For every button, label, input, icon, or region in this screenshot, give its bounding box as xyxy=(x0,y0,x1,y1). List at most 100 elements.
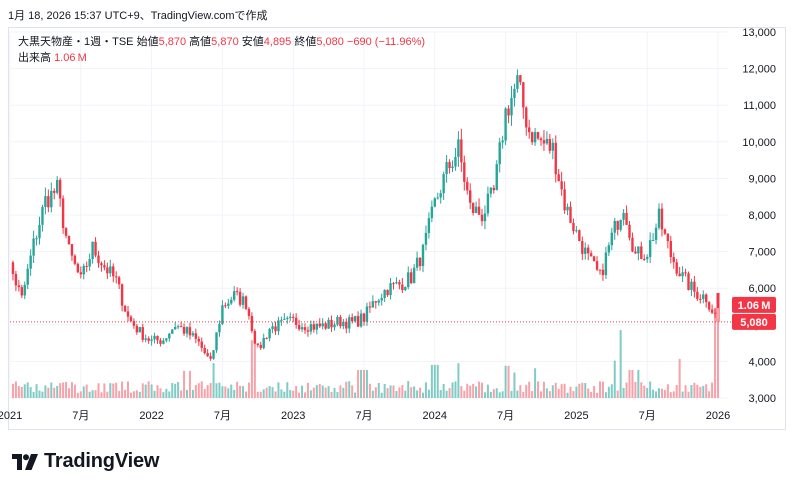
volume-bar xyxy=(380,392,383,398)
volume-bar xyxy=(463,390,466,398)
volume-bar xyxy=(398,387,401,398)
candle xyxy=(522,82,525,108)
candle xyxy=(194,333,198,339)
volume-bar xyxy=(675,385,678,398)
volume-bar xyxy=(483,392,486,398)
volume-bar xyxy=(404,390,407,398)
candle xyxy=(643,258,646,260)
volume-bar xyxy=(666,384,669,398)
candle xyxy=(297,324,301,330)
candle xyxy=(362,313,366,322)
candle xyxy=(218,323,221,333)
candle xyxy=(457,139,460,157)
volume-bar xyxy=(655,391,658,398)
volume-bar xyxy=(466,383,469,398)
x-tick-label: 2023 xyxy=(281,410,305,422)
volume-bar xyxy=(607,386,610,398)
volume-bar xyxy=(339,385,342,398)
volume-bar xyxy=(203,389,206,398)
candle xyxy=(97,255,100,264)
high-label: 高値 xyxy=(189,36,212,48)
candle xyxy=(648,240,652,257)
candle xyxy=(589,253,593,257)
volume-bar xyxy=(280,389,283,398)
candle xyxy=(371,301,375,308)
candle xyxy=(212,350,215,359)
volume-bar xyxy=(469,385,472,398)
volume-bar xyxy=(622,388,625,398)
candle xyxy=(495,164,498,191)
volume-bar xyxy=(327,386,330,398)
volume-bar xyxy=(410,387,413,398)
candle xyxy=(616,220,619,230)
volume-bar xyxy=(88,391,91,398)
volume-bar-last xyxy=(717,308,719,398)
x-tick-label: 2026 xyxy=(706,410,730,422)
candle xyxy=(492,187,495,191)
volume-bar xyxy=(65,381,68,398)
last-volume-label: 1.06 M xyxy=(738,300,771,312)
candle xyxy=(112,266,115,277)
volume-bar xyxy=(584,382,587,398)
candle xyxy=(542,140,546,144)
volume-bar xyxy=(537,381,540,398)
volume-bar xyxy=(265,387,268,398)
ohlc-legend: 大黒天物産・1週・TSE 始値5,870 高値5,870 安値4,895 終値5… xyxy=(18,34,425,66)
candle xyxy=(578,230,581,242)
candle xyxy=(88,259,91,267)
candle xyxy=(241,296,245,305)
candle xyxy=(330,319,333,328)
candle xyxy=(61,198,65,229)
volume-bar xyxy=(150,384,153,398)
volume-bar xyxy=(392,385,395,398)
volume-bar xyxy=(646,387,649,398)
volume-bar xyxy=(256,391,259,398)
candle xyxy=(292,316,295,318)
volume-bar xyxy=(631,369,634,398)
candle xyxy=(359,313,363,327)
volume-bar xyxy=(554,382,557,398)
volume-bar xyxy=(442,383,445,398)
volume-bar xyxy=(11,383,14,398)
volume-bar xyxy=(413,386,416,398)
y-tick-label: 3,000 xyxy=(748,393,776,405)
volume-bar xyxy=(540,391,542,398)
volume-bar xyxy=(616,390,619,398)
volume-bar xyxy=(59,383,62,398)
symbol-label[interactable]: 大黒天物産・1週・TSE xyxy=(18,36,134,48)
volume-bar xyxy=(693,382,696,398)
volume-bar xyxy=(171,382,174,398)
candle xyxy=(283,318,286,320)
candle xyxy=(144,338,147,340)
volume-bar xyxy=(587,388,590,398)
candle xyxy=(286,317,289,319)
candle xyxy=(53,190,56,193)
low-value: 4,895 xyxy=(263,36,292,48)
tradingview-brand[interactable]: TradingView xyxy=(12,450,159,473)
volume-bar xyxy=(354,392,357,398)
candle xyxy=(516,75,519,89)
candle xyxy=(162,340,165,344)
volume-bar xyxy=(38,390,41,398)
candle xyxy=(519,75,522,83)
chart-frame xyxy=(8,27,786,430)
volume-bar xyxy=(669,392,672,398)
volume-bar xyxy=(70,382,73,398)
candle xyxy=(407,272,410,288)
volume-bar xyxy=(649,381,652,398)
volume-bar xyxy=(180,390,183,398)
candle xyxy=(91,241,94,260)
candle xyxy=(174,326,177,330)
candle xyxy=(463,162,466,182)
volume-bar xyxy=(177,382,180,398)
volume-bar xyxy=(306,382,309,398)
volume-bar xyxy=(422,392,424,398)
volume-bar xyxy=(14,381,17,398)
volume-bar xyxy=(714,308,717,398)
candle xyxy=(268,328,271,339)
volume-bar xyxy=(200,381,203,398)
candle xyxy=(681,272,684,277)
volume-bar xyxy=(209,383,212,398)
candle xyxy=(188,327,192,336)
